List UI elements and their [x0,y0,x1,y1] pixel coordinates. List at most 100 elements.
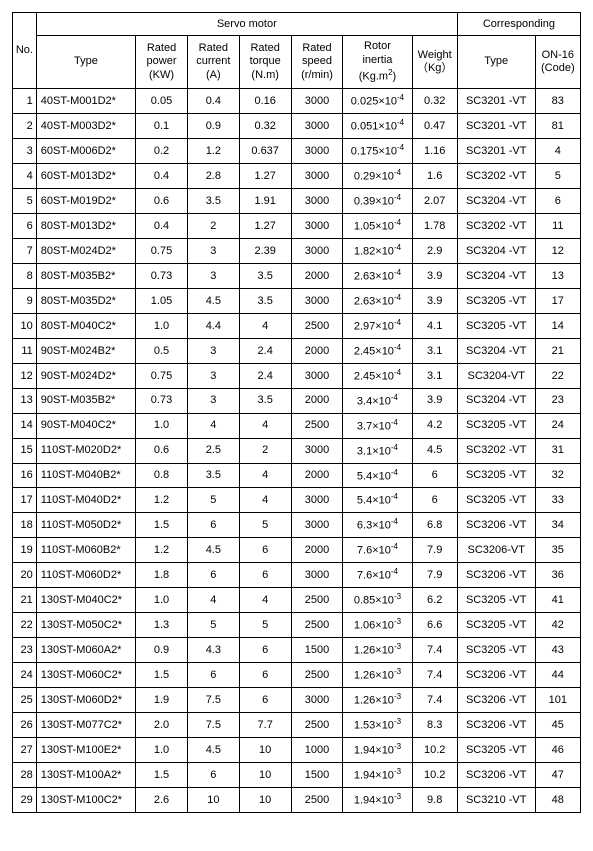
cell-type: 40ST-M001D2* [36,89,135,114]
cell-type: 130ST-M060A2* [36,638,135,663]
cell-power: 0.2 [136,139,188,164]
cell-speed: 2000 [291,538,343,563]
cell-current: 3 [187,388,239,413]
cell-weight: 3.1 [412,338,457,363]
cell-code: 83 [535,89,580,114]
hdr-weight: Weight（Kg） [412,36,457,89]
cell-type: 110ST-M060D2* [36,563,135,588]
cell-power: 0.73 [136,388,188,413]
cell-weight: 7.9 [412,538,457,563]
cell-torque: 2 [239,438,291,463]
cell-inertia: 1.94×10-3 [343,787,412,812]
cell-no: 20 [13,563,37,588]
table-row: 560ST-M019D2*0.63.51.9130000.39×10-42.07… [13,189,581,214]
cell-inertia: 7.6×10-4 [343,538,412,563]
cell-inertia: 1.26×10-3 [343,638,412,663]
cell-speed: 2500 [291,313,343,338]
cell-torque: 1.91 [239,189,291,214]
cell-type: 130ST-M100A2* [36,762,135,787]
table-row: 28130ST-M100A2*1.561015001.94×10-310.2SC… [13,762,581,787]
cell-code: 35 [535,538,580,563]
cell-ctype: SC3205 -VT [457,463,535,488]
table-body: 140ST-M001D2*0.050.40.1630000.025×10-40.… [13,89,581,813]
cell-ctype: SC3202 -VT [457,438,535,463]
cell-ctype: SC3202 -VT [457,213,535,238]
table-row: 240ST-M003D2*0.10.90.3230000.051×10-40.4… [13,114,581,139]
cell-weight: 10.2 [412,762,457,787]
cell-code: 41 [535,588,580,613]
cell-power: 0.4 [136,164,188,189]
cell-ctype: SC3206 -VT [457,563,535,588]
table-row: 20110ST-M060D2*1.86630007.6×10-47.9SC320… [13,563,581,588]
hdr-ctype: Type [457,36,535,89]
cell-no: 7 [13,238,37,263]
cell-current: 7.5 [187,713,239,738]
cell-torque: 1.27 [239,164,291,189]
cell-type: 80ST-M035B2* [36,263,135,288]
cell-power: 0.6 [136,189,188,214]
cell-ctype: SC3205 -VT [457,413,535,438]
cell-code: 45 [535,713,580,738]
cell-ctype: SC3206-VT [457,538,535,563]
table-row: 16110ST-M040B2*0.83.5420005.4×10-46SC320… [13,463,581,488]
cell-current: 3.5 [187,463,239,488]
cell-current: 6 [187,663,239,688]
table-row: 15110ST-M020D2*0.62.5230003.1×10-44.5SC3… [13,438,581,463]
cell-torque: 6 [239,538,291,563]
cell-power: 1.05 [136,288,188,313]
cell-power: 1.2 [136,538,188,563]
cell-inertia: 0.85×10-3 [343,588,412,613]
cell-power: 1.0 [136,313,188,338]
cell-torque: 0.637 [239,139,291,164]
cell-inertia: 2.97×10-4 [343,313,412,338]
cell-no: 21 [13,588,37,613]
cell-current: 4 [187,413,239,438]
cell-speed: 3000 [291,563,343,588]
cell-torque: 10 [239,737,291,762]
hdr-type: Type [36,36,135,89]
cell-inertia: 0.39×10-4 [343,189,412,214]
cell-weight: 3.9 [412,263,457,288]
hdr-group-servo: Servo motor [36,13,457,36]
hdr-speed: Ratedspeed(r/min) [291,36,343,89]
cell-code: 43 [535,638,580,663]
cell-torque: 5 [239,513,291,538]
cell-weight: 6 [412,488,457,513]
cell-code: 81 [535,114,580,139]
table-row: 360ST-M006D2*0.21.20.63730000.175×10-41.… [13,139,581,164]
servo-motor-table: No. Servo motor Corresponding Type Rated… [12,12,581,813]
cell-no: 9 [13,288,37,313]
cell-power: 1.0 [136,588,188,613]
cell-torque: 2.4 [239,363,291,388]
cell-torque: 6 [239,688,291,713]
cell-code: 101 [535,688,580,713]
cell-torque: 2.39 [239,238,291,263]
cell-type: 130ST-M050C2* [36,613,135,638]
cell-current: 3.5 [187,189,239,214]
cell-weight: 6.8 [412,513,457,538]
cell-torque: 6 [239,638,291,663]
cell-code: 42 [535,613,580,638]
cell-inertia: 6.3×10-4 [343,513,412,538]
cell-current: 2.5 [187,438,239,463]
table-row: 140ST-M001D2*0.050.40.1630000.025×10-40.… [13,89,581,114]
cell-current: 5 [187,488,239,513]
cell-current: 4.5 [187,737,239,762]
cell-no: 14 [13,413,37,438]
cell-torque: 10 [239,787,291,812]
cell-no: 3 [13,139,37,164]
cell-ctype: SC3204-VT [457,363,535,388]
cell-power: 0.6 [136,438,188,463]
cell-current: 3 [187,338,239,363]
cell-type: 130ST-M100C2* [36,787,135,812]
cell-speed: 3000 [291,238,343,263]
cell-current: 4.3 [187,638,239,663]
cell-type: 130ST-M040C2* [36,588,135,613]
cell-inertia: 3.4×10-4 [343,388,412,413]
cell-torque: 3.5 [239,388,291,413]
cell-speed: 2500 [291,413,343,438]
cell-code: 33 [535,488,580,513]
table-row: 1490ST-M040C2*1.04425003.7×10-44.2SC3205… [13,413,581,438]
cell-no: 12 [13,363,37,388]
cell-type: 80ST-M024D2* [36,238,135,263]
